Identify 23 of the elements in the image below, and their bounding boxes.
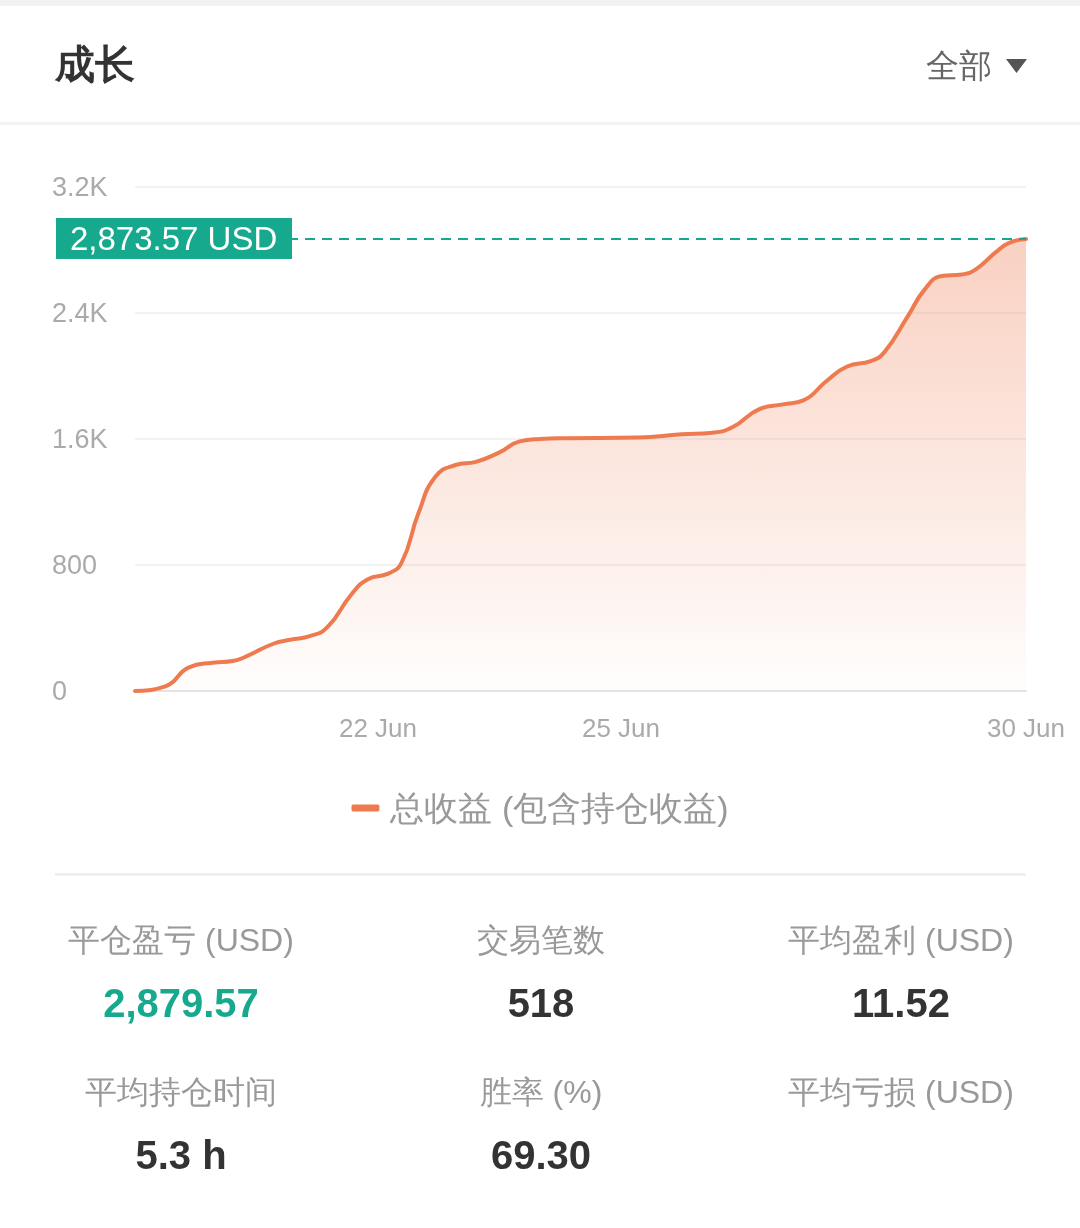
category-label: 交易笔数 (476, 921, 606, 960)
x-tick-label: 22 Jun (338, 713, 418, 743)
text: 11.52 (852, 981, 950, 1025)
x-tick-label: 30 Jun (986, 713, 1066, 743)
y-tick-label: 1.6K (52, 424, 108, 454)
y-tick-label: 0 (52, 676, 68, 706)
text: 5.3 h (135, 1133, 227, 1177)
text: 2,879.57 (103, 981, 259, 1025)
category-label: 平仓盈亏 (USD) (67, 921, 295, 960)
text: 518 (507, 981, 575, 1025)
y-tick-label: 800 (52, 550, 98, 580)
text: 全部 (926, 46, 992, 86)
x-tick-label: 25 Jun (581, 713, 661, 743)
category-label: 平均持仓时间 (84, 1073, 278, 1112)
ref-line-label: 2,873.57 USD (56, 217, 293, 259)
category-label: 平均亏损 (USD) (787, 1073, 1015, 1112)
legend-label: 总收益 (包含持仓收益) (389, 789, 729, 827)
category-label: 胜率 (%) (478, 1073, 604, 1112)
chart-title: 成长 (55, 41, 135, 88)
category-label: 平均盈利 (USD) (787, 921, 1015, 960)
y-tick-label: 3.2K (52, 172, 108, 202)
text: 69.30 (490, 1133, 592, 1177)
y-tick-label: 2.4K (52, 298, 108, 328)
